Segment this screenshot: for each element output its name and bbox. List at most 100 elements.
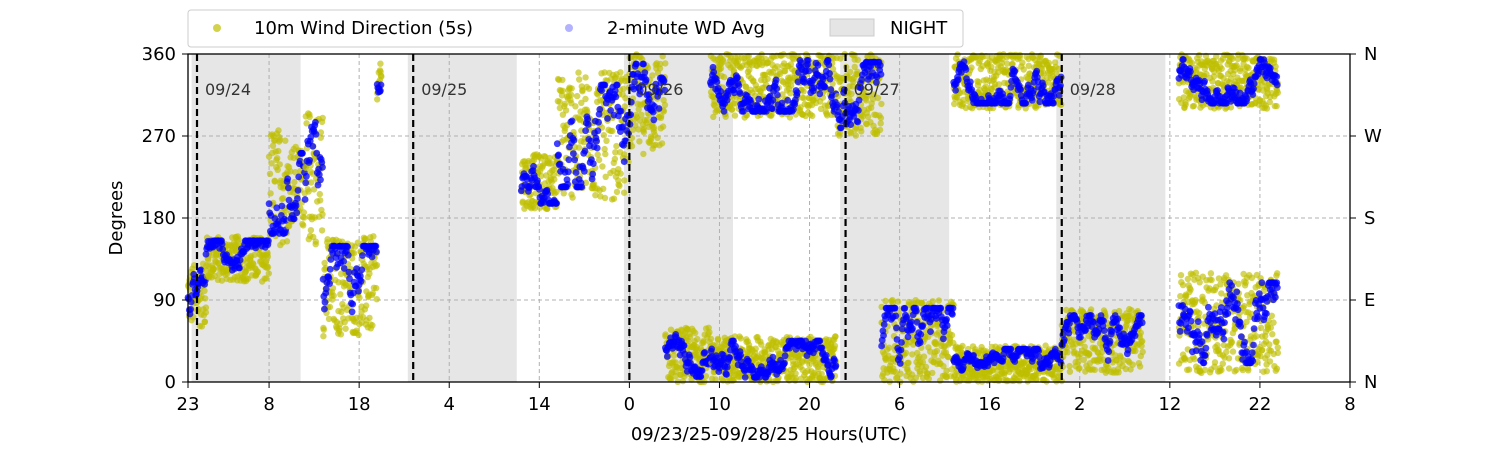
wind-5s-point — [988, 63, 995, 71]
wd-avg-point — [534, 177, 541, 185]
wd-avg-point — [292, 202, 300, 210]
wd-avg-point — [730, 337, 737, 345]
wind-5s-point — [700, 339, 707, 346]
wind-5s-point — [291, 178, 298, 186]
wd-avg-point — [1138, 319, 1146, 327]
wd-avg-point — [805, 67, 813, 75]
wind-5s-point — [1122, 365, 1130, 373]
wind-5s-point — [968, 64, 975, 71]
wind-5s-point — [307, 227, 315, 234]
wind-5s-point — [279, 195, 287, 202]
wd-avg-point — [349, 300, 357, 308]
wind-5s-point — [1120, 357, 1127, 364]
wind-5s-point — [582, 74, 589, 81]
wind-5s-point — [800, 94, 807, 102]
wind-5s-point — [544, 205, 551, 212]
wd-avg-point — [326, 280, 333, 287]
wind-5s-point — [752, 345, 759, 352]
wind-5s-point — [1191, 356, 1198, 363]
wd-avg-point — [526, 182, 534, 190]
wd-avg-point — [778, 99, 786, 107]
wind-5s-point — [621, 177, 628, 184]
wind-5s-point — [303, 120, 310, 127]
wind-5s-point — [720, 58, 727, 65]
wd-avg-point — [611, 87, 619, 94]
wind-5s-point — [326, 303, 334, 311]
wd-avg-point — [372, 242, 380, 250]
wind-5s-point — [568, 85, 575, 92]
wind-5s-point — [575, 69, 582, 76]
wind-5s-point — [263, 275, 270, 282]
wind-5s-point — [1138, 342, 1145, 350]
wind-5s-point — [283, 238, 291, 245]
wind-5s-point — [662, 333, 669, 340]
wd-avg-point — [556, 160, 564, 168]
wd-avg-point — [794, 78, 802, 86]
legend-label-wind-5s: 10m Wind Direction (5s) — [254, 18, 473, 39]
wind-5s-point — [809, 112, 816, 120]
wd-avg-point — [649, 108, 657, 116]
wind-5s-point — [1139, 337, 1146, 345]
wind-5s-point — [707, 335, 715, 342]
wind-5s-point — [863, 97, 870, 104]
wd-avg-point — [919, 322, 927, 329]
wind-5s-point — [275, 127, 282, 134]
wind-5s-point — [852, 132, 859, 139]
wd-avg-point — [1017, 86, 1024, 93]
wind-5s-point — [613, 188, 621, 196]
wind-5s-point — [1137, 329, 1145, 337]
wind-5s-point — [553, 188, 560, 196]
wd-avg-point — [348, 308, 356, 316]
wind-5s-point — [662, 60, 669, 67]
wind-5s-point — [319, 211, 326, 218]
wind-5s-point — [1187, 286, 1194, 293]
wd-avg-point — [219, 246, 227, 253]
wd-avg-point — [901, 304, 909, 312]
wind-5s-point — [959, 342, 966, 350]
wind-5s-point — [300, 209, 308, 216]
wd-avg-point — [1007, 345, 1015, 353]
wind-5s-point — [925, 375, 932, 382]
wind-5s-point — [601, 194, 609, 202]
wind-5s-point — [1179, 281, 1187, 289]
wd-avg-point — [717, 88, 725, 95]
wd-avg-point — [1028, 97, 1036, 104]
wind-5s-point — [1182, 356, 1189, 363]
wd-avg-point — [580, 167, 588, 175]
wd-avg-point — [907, 318, 915, 326]
wind-5s-point — [306, 113, 313, 121]
wind-5s-point — [792, 375, 799, 382]
wind-5s-point — [312, 241, 319, 248]
wd-avg-point — [898, 339, 905, 346]
wind-5s-point — [1115, 369, 1122, 376]
wd-avg-point — [877, 71, 885, 78]
wind-5s-point — [262, 258, 270, 265]
wind-5s-point — [201, 318, 209, 325]
wind-5s-point — [616, 182, 623, 189]
wd-avg-point — [350, 289, 357, 297]
wind-5s-point — [745, 53, 752, 60]
wd-avg-point — [345, 268, 353, 276]
wd-avg-point — [1104, 357, 1112, 364]
legend-label-night: NIGHT — [890, 18, 948, 39]
wind-5s-point — [602, 150, 609, 158]
wd-avg-point — [904, 333, 912, 341]
wind-5s-point — [818, 370, 825, 378]
wind-5s-point — [885, 344, 893, 351]
wd-avg-point — [1022, 99, 1030, 107]
wind-5s-point — [657, 60, 664, 68]
wind-5s-point — [620, 85, 627, 93]
wind-5s-point — [792, 370, 799, 377]
wind-5s-point — [1129, 361, 1136, 368]
wind-5s-point — [916, 353, 923, 361]
wind-5s-point — [897, 370, 904, 377]
wind-5s-point — [768, 111, 775, 119]
wind-5s-point — [317, 134, 324, 141]
wind-5s-point — [578, 99, 585, 107]
legend-frame — [187, 9, 964, 48]
wd-avg-point — [793, 89, 801, 97]
wind-5s-point — [636, 138, 643, 145]
wind-5s-point — [935, 329, 942, 336]
wd-avg-point — [299, 149, 306, 157]
wind-5s-point — [601, 145, 608, 153]
